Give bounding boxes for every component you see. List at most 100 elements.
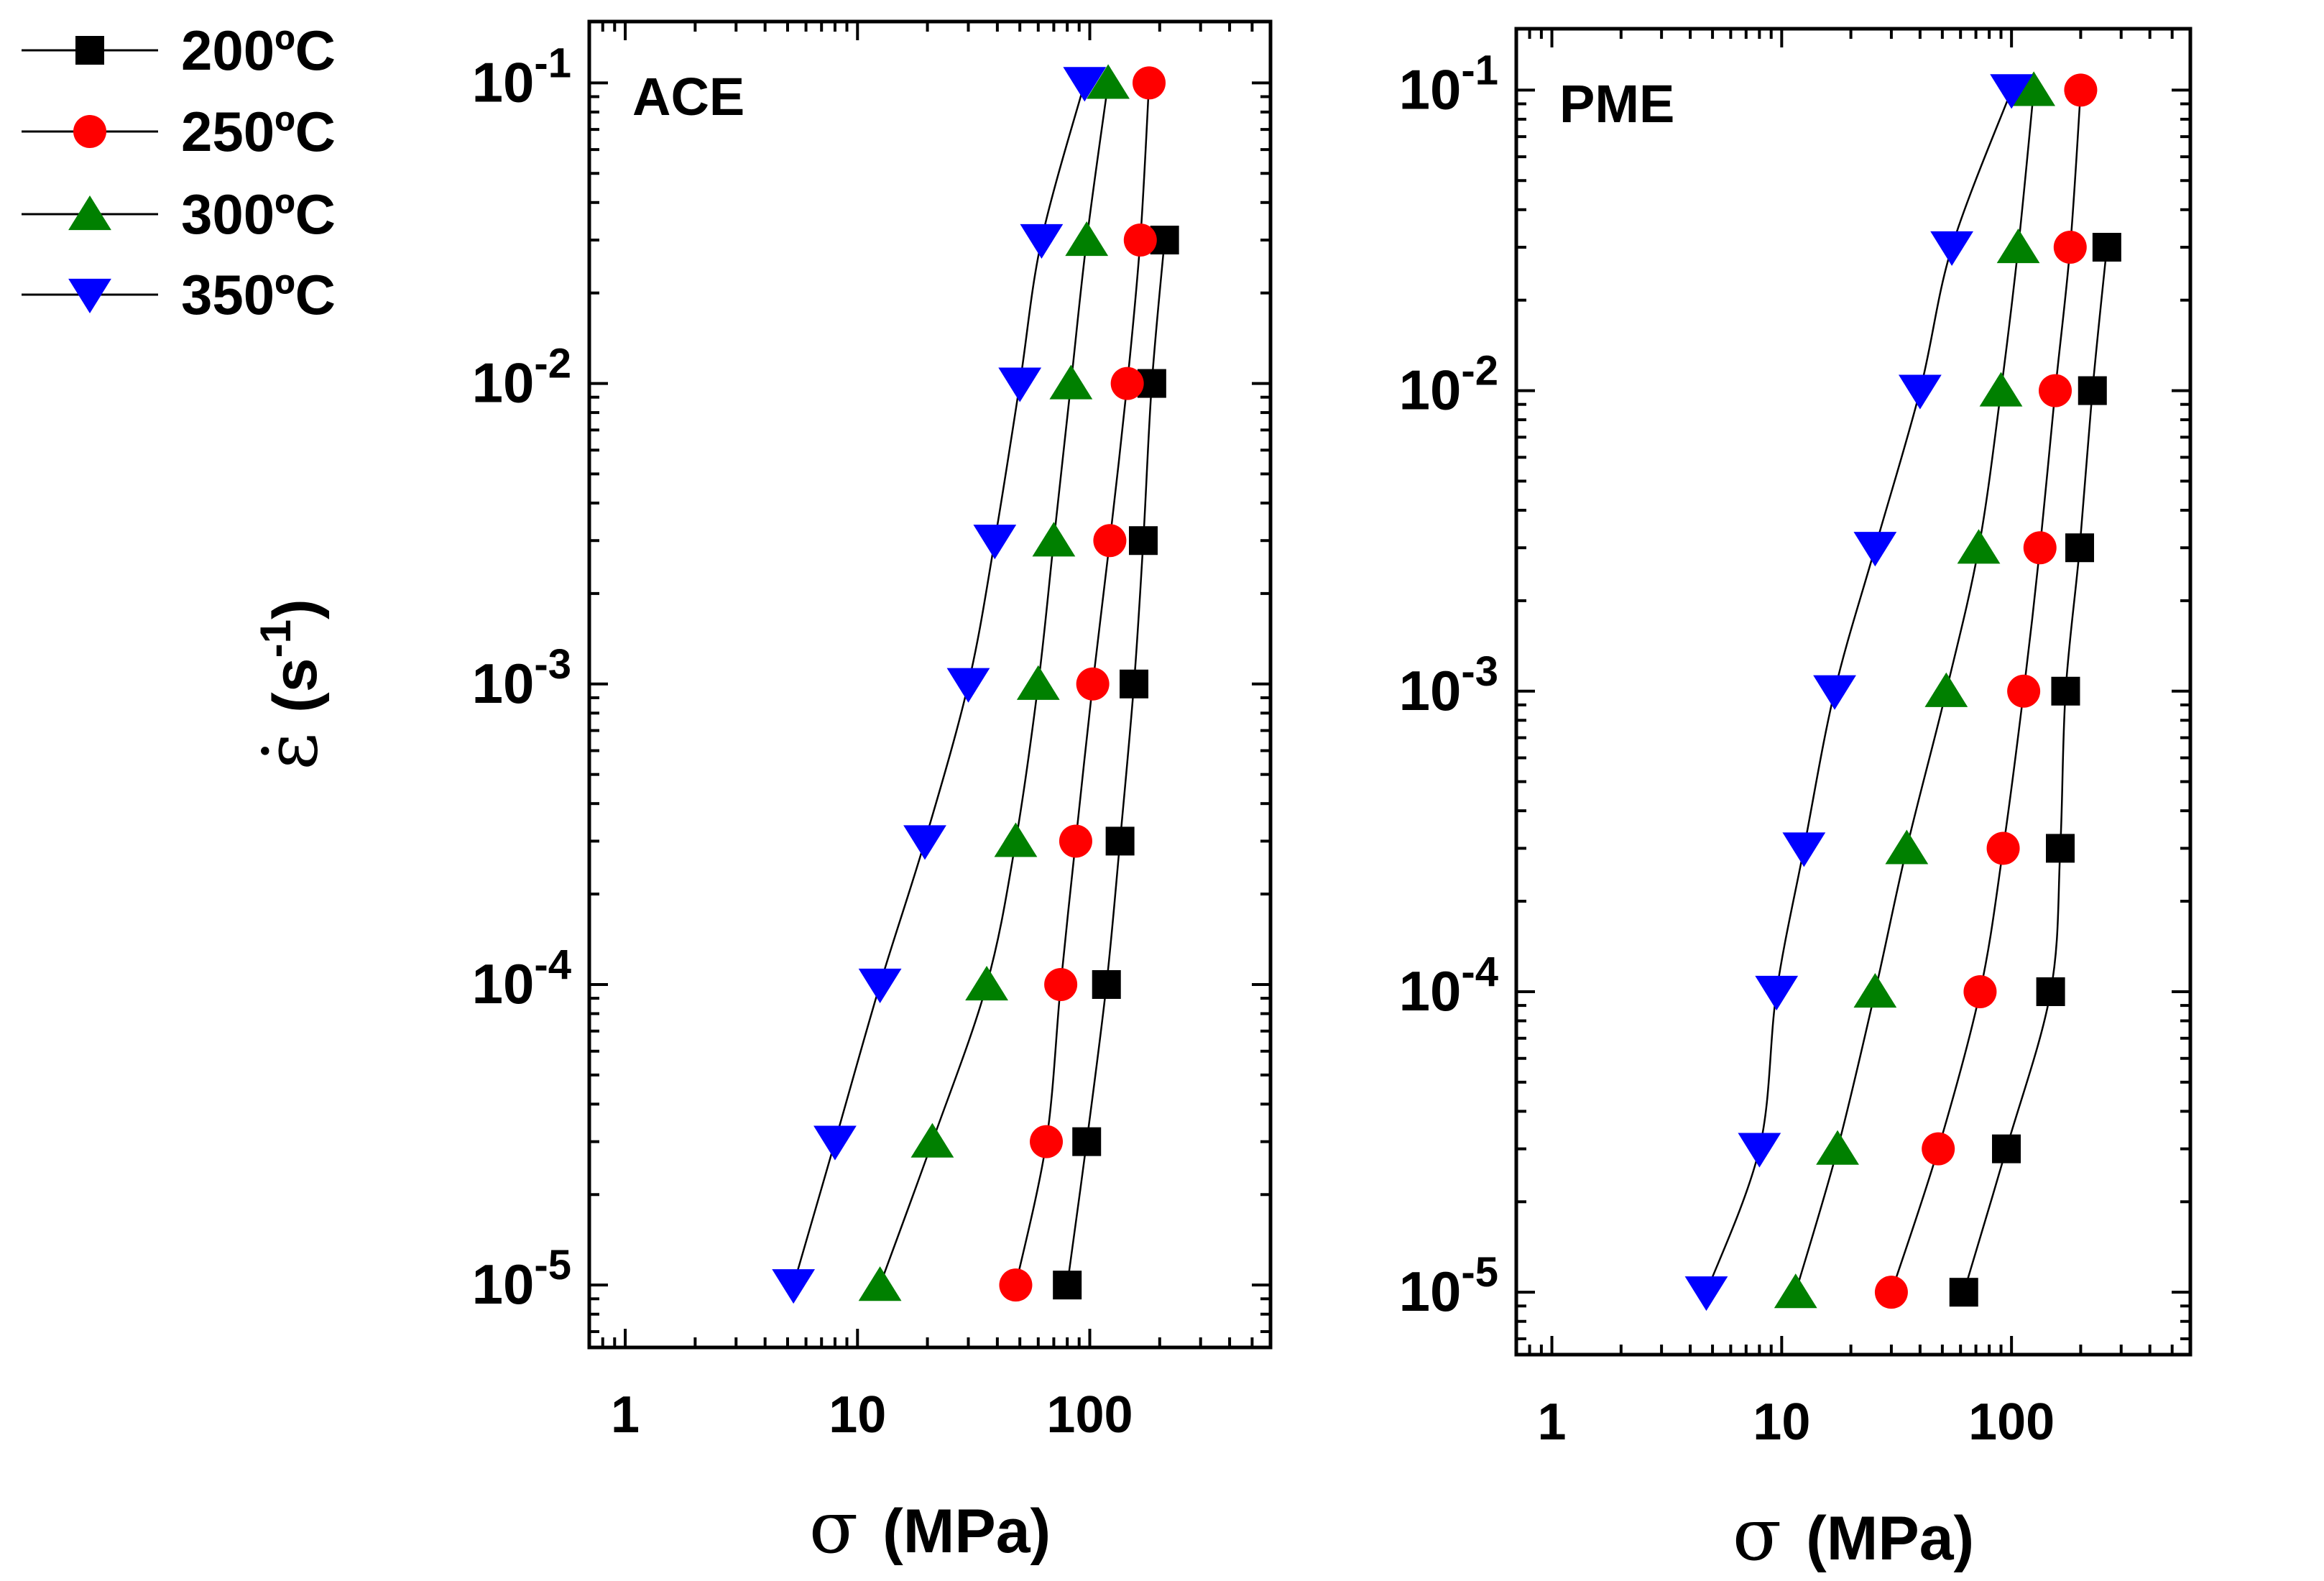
data-point — [1898, 374, 1942, 410]
data-point — [1979, 372, 2023, 407]
legend-entry: 250ºC — [22, 100, 336, 163]
data-point — [2046, 834, 2075, 863]
x-axis-symbol: σ — [809, 1485, 858, 1570]
y-axis-unit: (s — [261, 658, 330, 712]
y-tick-exponent: -3 — [1461, 648, 1498, 695]
data-point — [1110, 367, 1144, 400]
y-tick-base: 10 — [1399, 1260, 1462, 1323]
data-point — [1016, 665, 1060, 700]
data-point — [1774, 1273, 1817, 1309]
series-0 — [1949, 233, 2121, 1307]
x-axis-label: σ (MPa) — [1733, 1493, 1974, 1577]
data-point — [998, 367, 1042, 402]
y-tick-label: 10-5 — [1399, 1249, 1498, 1323]
y-tick-exponent: -1 — [1461, 47, 1498, 93]
data-point — [1930, 231, 1974, 267]
legend-label: 350ºC — [181, 263, 336, 326]
data-point — [1853, 532, 1897, 567]
data-point — [1782, 832, 1826, 867]
data-point — [903, 825, 946, 860]
data-point — [2092, 233, 2121, 262]
x-axis-symbol: σ — [1733, 1493, 1781, 1577]
y-axis-label: ε̇ (s-1) — [249, 599, 333, 770]
data-point — [2023, 531, 2057, 565]
x-tick-label: 100 — [1046, 1386, 1133, 1444]
x-axis-unit: (MPa) — [1806, 1504, 1974, 1573]
y-tick-label: 10-1 — [472, 40, 571, 114]
y-tick-base: 10 — [1399, 359, 1462, 422]
data-point — [1963, 974, 1997, 1008]
data-point — [1049, 364, 1093, 400]
legend-label: 300ºC — [181, 183, 336, 246]
x-tick-label: 10 — [829, 1386, 886, 1444]
data-point — [1738, 1133, 1781, 1168]
data-point — [1092, 969, 1121, 999]
data-point — [1813, 675, 1856, 710]
data-point — [858, 1266, 902, 1301]
y-tick-label: 10-3 — [472, 641, 571, 715]
legend-marker — [73, 115, 106, 148]
series-fit-line — [879, 83, 1110, 1286]
data-point — [1059, 824, 1092, 858]
legend-marker — [75, 36, 104, 65]
data-point — [1032, 522, 1076, 557]
data-point — [1990, 74, 2034, 109]
y-tick-exponent: -5 — [1461, 1249, 1498, 1296]
data-point — [1044, 967, 1078, 1001]
x-axis-unit: (MPa) — [882, 1497, 1051, 1566]
series-0 — [1053, 226, 1179, 1300]
data-point — [1105, 826, 1135, 856]
panel-pme: 11010010-110-210-310-410-5PMEσ(MPa)ε̇(s-… — [1399, 27, 2192, 1577]
data-point — [858, 968, 902, 1003]
data-point — [2064, 73, 2098, 107]
legend-label: 250ºC — [181, 100, 336, 163]
y-tick-base: 10 — [472, 652, 535, 715]
data-point — [2078, 376, 2107, 405]
legend: 200ºC 250ºC 300ºC 350ºC — [22, 19, 336, 326]
data-point — [1128, 526, 1158, 556]
data-point — [1684, 1276, 1728, 1312]
data-point — [910, 1123, 954, 1158]
data-point — [2051, 676, 2080, 706]
data-point — [1755, 975, 1799, 1010]
x-tick-label: 1 — [1538, 1393, 1567, 1451]
data-point — [2053, 231, 2087, 264]
y-tick-label: 10-2 — [472, 341, 571, 415]
data-point — [999, 1268, 1033, 1302]
data-point — [946, 668, 990, 703]
data-point — [965, 965, 1008, 1001]
y-tick-label: 10-4 — [472, 941, 571, 1015]
series-1 — [999, 66, 1166, 1302]
legend-marker — [68, 195, 111, 231]
data-point — [1063, 67, 1107, 102]
series-2 — [858, 64, 1130, 1301]
panel-label: ACE — [632, 67, 744, 126]
data-point — [1030, 1125, 1064, 1158]
data-point — [2039, 374, 2072, 407]
data-point — [1065, 221, 1109, 257]
x-tick-label: 1 — [611, 1386, 640, 1444]
y-tick-label: 10-3 — [1399, 648, 1498, 722]
y-tick-exponent: -2 — [534, 341, 571, 387]
series-fit-line — [1705, 89, 2013, 1293]
y-tick-label: 10-2 — [1399, 348, 1498, 422]
legend-entry: 200ºC — [22, 19, 336, 82]
y-tick-label: 10-1 — [1399, 47, 1498, 121]
y-axis-symbol: ε̇ — [249, 733, 333, 770]
data-point — [1992, 1134, 2021, 1163]
series-3 — [772, 67, 1107, 1304]
y-tick-exponent: -2 — [1461, 348, 1498, 395]
y-tick-exponent: -4 — [534, 941, 571, 988]
legend-entry: 350ºC — [22, 263, 336, 326]
y-tick-exponent: -3 — [534, 641, 571, 688]
y-axis-unit-close: ) — [261, 599, 330, 619]
data-point — [973, 525, 1017, 560]
data-point — [1924, 672, 1968, 707]
legend-entry: 300ºC — [22, 183, 336, 246]
data-point — [1072, 1127, 1102, 1156]
data-point — [2007, 674, 2041, 708]
y-tick-label: 10-5 — [472, 1242, 571, 1316]
series-1 — [1874, 73, 2098, 1309]
data-point — [1874, 1276, 1908, 1309]
data-point — [1123, 223, 1157, 257]
